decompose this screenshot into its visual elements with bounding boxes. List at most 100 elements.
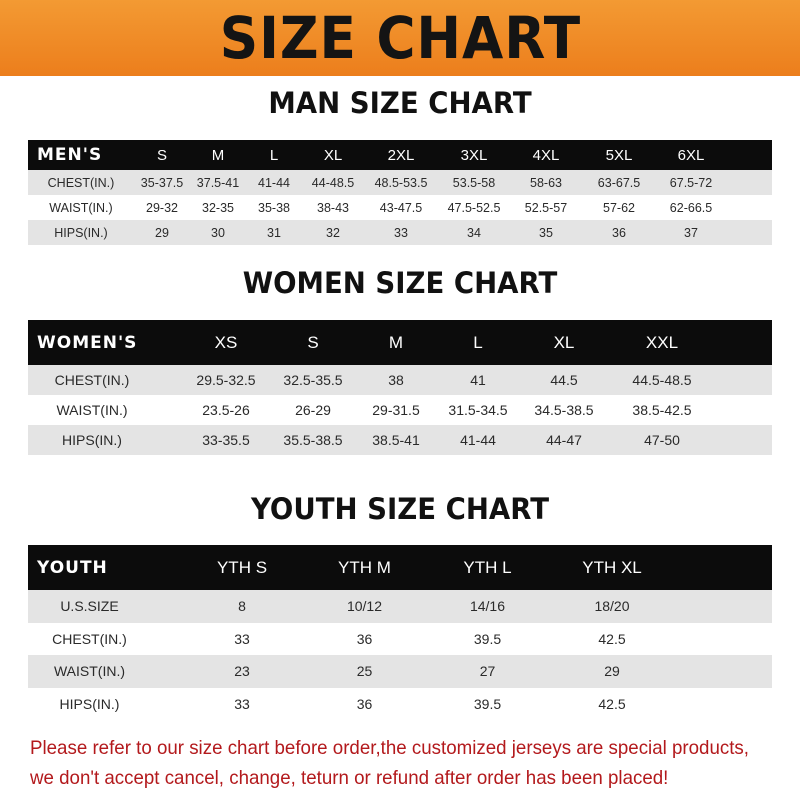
table-cell: 39.5: [473, 695, 502, 712]
table-cell: 44-47: [546, 432, 582, 448]
table-cell: YTH XL: [582, 557, 642, 577]
table-header-row: WOMEN'S XS S M L XL XXL: [28, 320, 772, 365]
table-cell: 39.5: [473, 630, 502, 647]
women-section-title: WOMEN SIZE CHART: [242, 266, 558, 300]
table-cell: XL: [323, 146, 343, 164]
table-cell: 48.5-53.5: [374, 175, 428, 190]
women-size-table: WOMEN'S XS S M L XL XXL CHEST(IN.) 29.5-32.5 32.5…: [28, 320, 772, 455]
table-row: HIPS(IN.) 33 36 39.5 42.5: [28, 687, 772, 720]
table-cell: 29: [604, 663, 620, 680]
table-row: HIPS(IN.) 29 30 31 32 33 34 35 36 37: [28, 220, 772, 245]
table-cell: 38.5-42.5: [632, 402, 692, 418]
table-cell: 52.5-57: [524, 200, 568, 215]
table-row: WAIST(IN.) 23 25 27 29: [28, 655, 772, 688]
table-cell: 34: [467, 225, 481, 240]
table-cell: 41-44: [460, 432, 496, 448]
table-cell: 32.5-35.5: [283, 372, 343, 388]
table-header-row: MEN'S S M L XL 2XL 3XL 4XL 5XL 6XL: [28, 140, 772, 170]
men-size-table: MEN'S S M L XL 2XL 3XL 4XL 5XL 6XL CHEST(IN.) 35-37…: [28, 140, 772, 245]
table-cell: 38-43: [317, 200, 349, 215]
row-label: CHEST(IN.): [47, 175, 115, 190]
table-cell: 41-44: [258, 175, 290, 190]
table-cell: 67.5-72: [669, 175, 713, 190]
table-cell: 38.5-41: [372, 432, 420, 448]
table-cell: 10/12: [346, 598, 383, 615]
table-cell: 58-63: [530, 175, 562, 190]
table-row: HIPS(IN.) 33-35.5 35.5-38.5 38.5-41 41-44 44-…: [28, 425, 772, 455]
table-cell: 5XL: [605, 146, 633, 164]
table-cell: 63-67.5: [597, 175, 641, 190]
table-cell: 33: [394, 225, 408, 240]
table-cell: 36: [612, 225, 626, 240]
row-label: HIPS(IN.): [59, 695, 120, 712]
table-cell: 36: [356, 695, 373, 712]
row-label: U.S.SIZE: [60, 598, 119, 615]
table-cell: 4XL: [532, 146, 560, 164]
table-cell: 32-35: [202, 200, 234, 215]
table-cell: XXL: [645, 332, 679, 352]
table-cell: 14/16: [469, 598, 506, 615]
table-cell: L: [269, 146, 279, 164]
row-label: WAIST(IN.): [53, 663, 126, 680]
table-cell: 36: [356, 630, 373, 647]
table-cell: 47-50: [644, 432, 680, 448]
table-cell: 35-38: [258, 200, 290, 215]
row-label: WOMEN'S: [37, 332, 138, 353]
table-cell: 37.5-41: [196, 175, 240, 190]
table-cell: S: [156, 146, 167, 164]
table-cell: 41: [470, 372, 486, 388]
table-cell: 35: [539, 225, 553, 240]
table-cell: 18/20: [594, 598, 630, 615]
table-cell: 31: [267, 225, 281, 240]
table-cell: 3XL: [460, 146, 488, 164]
table-row: CHEST(IN.) 35-37.5 37.5-41 41-44 44-48.5 48.5…: [28, 170, 772, 195]
table-cell: 35-37.5: [140, 175, 184, 190]
row-label: HIPS(IN.): [54, 225, 108, 240]
table-cell: 44.5: [550, 372, 578, 388]
table-cell: 27: [479, 663, 496, 680]
table-cell: XL: [553, 332, 575, 352]
table-cell: 57-62: [603, 200, 635, 215]
table-cell: 38: [388, 372, 404, 388]
table-cell: 29: [155, 225, 169, 240]
table-row: WAIST(IN.) 23.5-26 26-29 29-31.5 31.5-34.5 34…: [28, 395, 772, 425]
table-cell: 35.5-38.5: [283, 432, 343, 448]
table-cell: 42.5: [598, 695, 626, 712]
table-cell: 29-32: [146, 200, 178, 215]
table-cell: 23: [234, 663, 250, 680]
table-cell: 53.5-58: [452, 175, 496, 190]
men-section-title: MAN SIZE CHART: [268, 86, 532, 120]
table-cell: 47.5-52.5: [447, 200, 501, 215]
banner: SIZE CHART: [0, 0, 800, 76]
table-cell: YTH S: [216, 557, 268, 577]
order-notice: Please refer to our size chart before or…: [30, 733, 760, 793]
table-cell: 2XL: [387, 146, 415, 164]
table-cell: M: [388, 332, 404, 352]
table-cell: 26-29: [295, 402, 331, 418]
table-cell: M: [211, 146, 225, 164]
table-cell: 37: [684, 225, 698, 240]
table-cell: 25: [356, 663, 373, 680]
table-cell: L: [473, 332, 483, 352]
table-cell: 44.5-48.5: [632, 372, 692, 388]
row-label: WAIST(IN.): [56, 402, 128, 418]
table-cell: 29.5-32.5: [196, 372, 256, 388]
youth-size-table: YOUTH YTH S YTH M YTH L YTH XL U.S.SIZE 8 10/12…: [28, 545, 772, 720]
table-cell: 30: [211, 225, 225, 240]
table-cell: 31.5-34.5: [448, 402, 508, 418]
order-notice-line-1: Please refer to our size chart before or…: [30, 737, 749, 759]
table-cell: XS: [214, 332, 238, 352]
youth-section-title: YOUTH SIZE CHART: [250, 492, 550, 526]
banner-title: SIZE CHART: [219, 4, 581, 72]
table-cell: 23.5-26: [202, 402, 250, 418]
row-label: YOUTH: [37, 557, 108, 578]
table-cell: 33-35.5: [202, 432, 250, 448]
table-row: U.S.SIZE 8 10/12 14/16 18/20: [28, 590, 772, 623]
table-row: WAIST(IN.) 29-32 32-35 35-38 38-43 43-47.5 47.…: [28, 195, 772, 220]
table-cell: 8: [238, 598, 246, 615]
table-cell: 42.5: [598, 630, 626, 647]
table-cell: S: [307, 332, 319, 352]
table-cell: 29-31.5: [372, 402, 420, 418]
table-cell: 32: [326, 225, 340, 240]
row-label: CHEST(IN.): [54, 372, 130, 388]
